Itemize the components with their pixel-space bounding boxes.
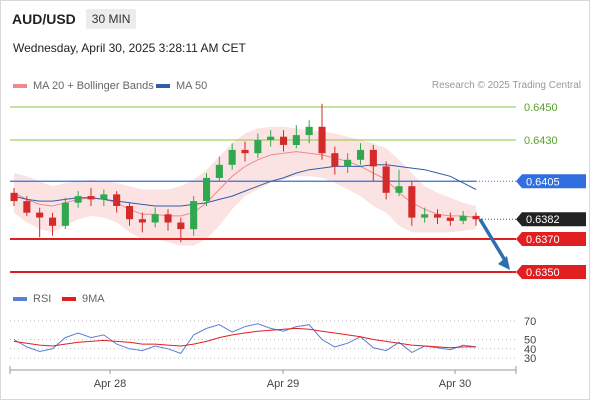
candle-bullish (344, 159, 352, 167)
candle-bullish (74, 196, 82, 203)
forecast-arrow-head (498, 256, 510, 270)
candle-bullish (292, 135, 300, 145)
candle-bullish (151, 214, 159, 223)
pivot-level-tag (516, 174, 586, 189)
candle-bullish (215, 164, 223, 178)
legend-label: MA 50 (176, 80, 208, 92)
chart-header: AUD/USD 30 MIN (12, 9, 137, 29)
pivot-level-label: 0.6405 (526, 176, 560, 188)
candle-bearish (318, 126, 326, 154)
candle-bearish (331, 153, 339, 167)
timeframe-badge[interactable]: 30 MIN (85, 9, 137, 29)
candle-bearish (369, 149, 377, 167)
candle-bullish (228, 149, 236, 165)
candle-bearish (23, 201, 31, 213)
legend-swatch (62, 297, 76, 301)
target-level-label: 0.6430 (524, 135, 558, 147)
rsi-tick-label: 30 (524, 353, 536, 365)
candle-bearish (87, 196, 95, 200)
legend-label: 9MA (82, 293, 105, 305)
legend-label: RSI (33, 293, 52, 305)
candle-bullish (267, 136, 275, 140)
chart-datetime: Wednesday, April 30, 2025 3:28:11 AM CET (13, 41, 246, 55)
x-tick-label: Apr 28 (94, 378, 126, 390)
candle-bullish (357, 149, 365, 160)
rsi-9ma-line (13, 327, 476, 349)
candle-bearish (138, 219, 146, 223)
candle-bearish (177, 222, 185, 230)
rsi-tick-label: 70 (524, 316, 536, 328)
support-level-label: 0.6350 (526, 267, 560, 279)
candle-bearish (49, 217, 57, 226)
candle-bullish (395, 186, 403, 193)
legend-swatch (13, 84, 27, 88)
rsi-tick-label: 50 (524, 335, 536, 347)
candle-bearish (280, 136, 288, 145)
candle-bullish (421, 214, 429, 218)
candle-bullish (203, 177, 211, 201)
forecast-arrow-shaft (478, 218, 508, 263)
legend-item-9ma: 9MA (62, 293, 105, 305)
symbol-label: AUD/USD (12, 11, 76, 27)
rsi-tick-label: 40 (524, 344, 536, 356)
credit-text: Research © 2025 Trading Central (431, 80, 581, 91)
candle-bearish (434, 214, 442, 218)
candle-bullish (61, 202, 69, 226)
candle-bearish (113, 194, 121, 206)
support-level-tag (516, 232, 586, 246)
candle-bearish (126, 206, 134, 220)
candle-bearish (472, 215, 480, 220)
x-tick-label: Apr 29 (267, 378, 299, 390)
legend-item-ma50: MA 50 (156, 80, 207, 92)
candle-bearish (382, 166, 390, 193)
candle-bearish (446, 217, 454, 221)
candle-bearish (164, 214, 172, 223)
last-price-tag (516, 212, 586, 227)
candle-bearish (10, 192, 18, 202)
candle-bullish (305, 126, 313, 136)
candle-bullish (254, 140, 262, 154)
last-price-label: 0.6382 (526, 214, 560, 226)
candle-bearish (241, 149, 249, 154)
legend-label: MA 20 + Bollinger Bands (33, 80, 154, 92)
support-level-label: 0.6370 (526, 234, 560, 246)
candle-bullish (190, 201, 198, 230)
x-tick-label: Apr 30 (439, 378, 471, 390)
target-level-label: 0.6450 (524, 102, 558, 114)
legend-swatch (13, 297, 27, 301)
legend-swatch (156, 84, 170, 88)
candle-bearish (36, 212, 44, 218)
support-level-tag (516, 265, 586, 279)
legend-item-ma20: MA 20 + Bollinger Bands (13, 80, 154, 92)
rsi-line (13, 323, 477, 355)
candle-bullish (100, 194, 108, 200)
candle-bearish (408, 186, 416, 218)
candle-bullish (459, 215, 467, 221)
legend-item-rsi: RSI (13, 293, 51, 305)
